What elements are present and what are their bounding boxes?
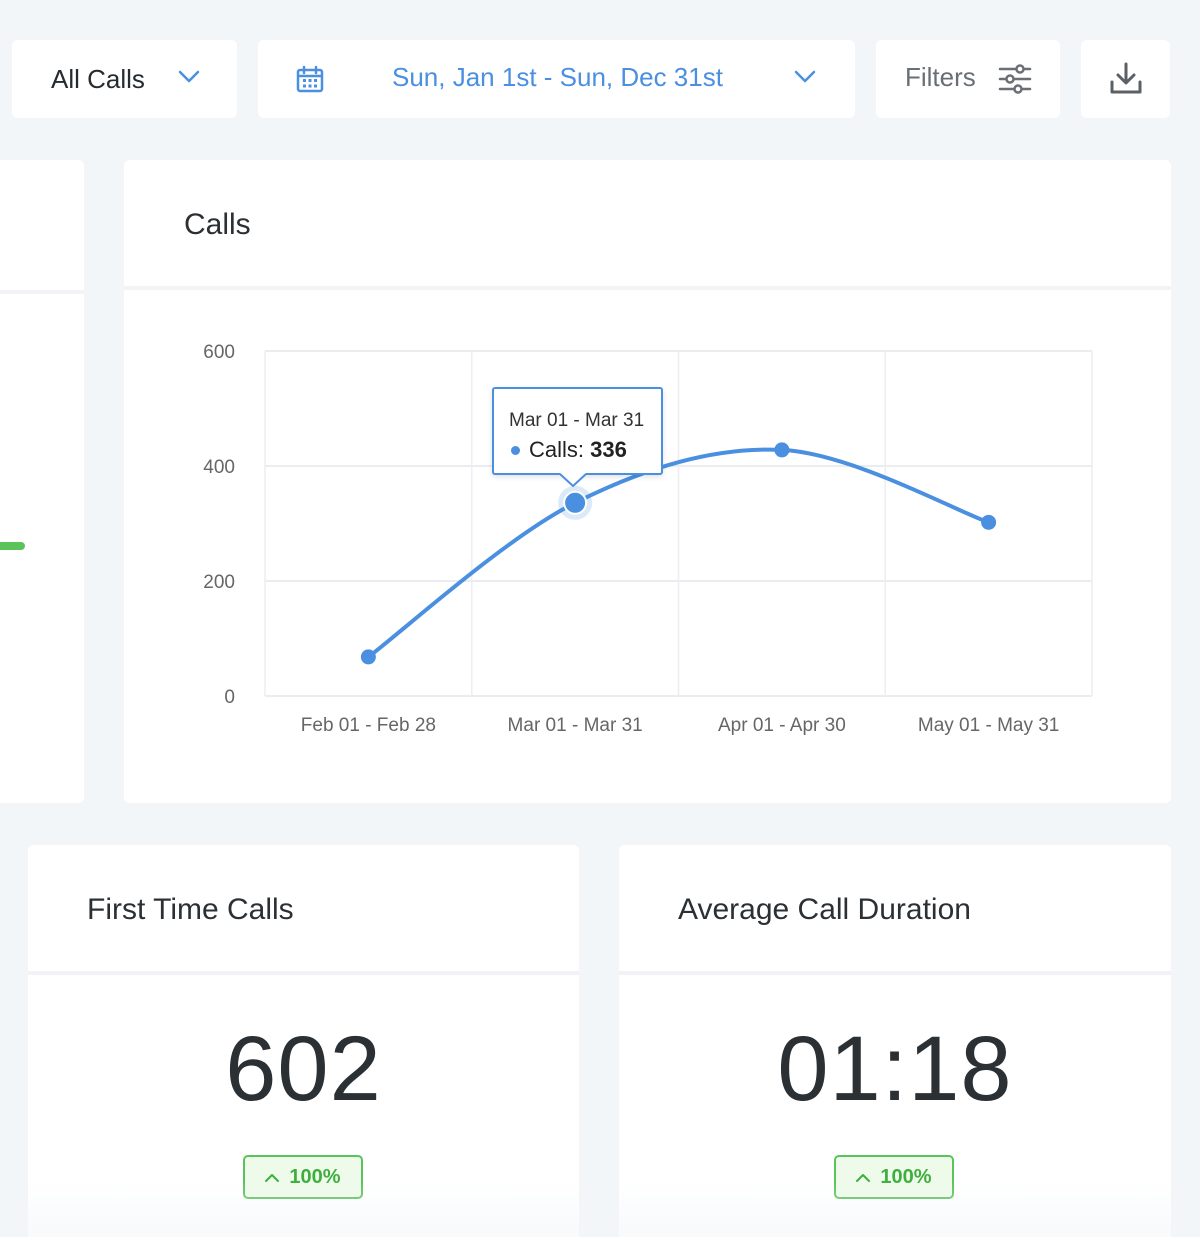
y-tick-label: 200 <box>203 572 235 593</box>
series-line <box>366 447 991 659</box>
data-point <box>360 649 376 665</box>
y-tick-label: 400 <box>203 457 235 478</box>
x-tick-label: May 01 - May 31 <box>918 715 1060 736</box>
change-value: 100% <box>880 1165 932 1188</box>
progress-bar <box>0 542 25 550</box>
date-range-picker[interactable]: Sun, Jan 1st - Sun, Dec 31st <box>258 40 855 118</box>
x-tick-label: Feb 01 - Feb 28 <box>301 715 436 736</box>
call-type-label: All Calls <box>51 63 145 94</box>
change-badge: 100% <box>243 1155 363 1199</box>
date-range-label: Sun, Jan 1st - Sun, Dec 31st <box>392 62 723 92</box>
average-call-duration-card: Average Call Duration 01:18 100% <box>619 845 1171 1237</box>
data-point <box>774 442 790 458</box>
data-point <box>981 514 997 530</box>
stat-value: 01:18 <box>777 1018 1013 1120</box>
sliders-icon <box>998 64 1032 99</box>
series-dot-icon <box>511 446 520 455</box>
y-tick-label: 600 <box>203 342 235 363</box>
filters-label: Filters <box>905 62 976 92</box>
card-title: First Time Calls <box>87 893 294 926</box>
tooltip-value: 336 <box>590 437 627 462</box>
card-title: Average Call Duration <box>678 893 971 926</box>
change-value: 100% <box>289 1165 341 1188</box>
tooltip-range: Mar 01 - Mar 31 <box>509 410 645 431</box>
card-header <box>619 845 1171 975</box>
chevron-down-icon <box>178 70 200 89</box>
first-time-calls-card: First Time Calls 602 100% <box>28 845 579 1237</box>
calls-line-chart[interactable]: 0 200 400 600 Feb 01 - Feb 28 Mar 01 - Mar 31… <box>124 160 1171 803</box>
chevron-down-icon <box>794 70 816 89</box>
chevron-up-icon <box>265 1173 280 1182</box>
calls-chart-card: Calls 0 200 400 600 Feb 01 - Feb 28 Mar 01 - … <box>124 160 1171 803</box>
change-badge: 100% <box>834 1155 954 1199</box>
chart-tooltip: Mar 01 - Mar 31 Calls: 336 <box>492 387 663 475</box>
filters-button[interactable]: Filters <box>876 40 1060 118</box>
stat-value: 602 <box>225 1018 382 1120</box>
download-icon <box>1108 60 1144 101</box>
tooltip-value-line: Calls: 336 <box>529 437 627 463</box>
x-tick-label: Apr 01 - Apr 30 <box>718 715 846 736</box>
data-point-highlighted <box>563 490 588 515</box>
partial-card <box>0 160 84 803</box>
call-type-dropdown[interactable]: All Calls <box>12 40 237 118</box>
card-title: Calls <box>184 208 251 241</box>
chevron-up-icon <box>856 1173 871 1182</box>
calendar-icon <box>296 65 324 98</box>
card-header <box>124 160 1171 290</box>
download-button[interactable] <box>1081 40 1170 118</box>
card-divider <box>0 290 84 294</box>
tooltip-series-label: Calls: <box>529 437 585 462</box>
tooltip-pointer <box>560 473 586 487</box>
card-header <box>28 845 579 975</box>
x-tick-label: Mar 01 - Mar 31 <box>508 715 643 736</box>
y-tick-label: 0 <box>224 687 235 708</box>
